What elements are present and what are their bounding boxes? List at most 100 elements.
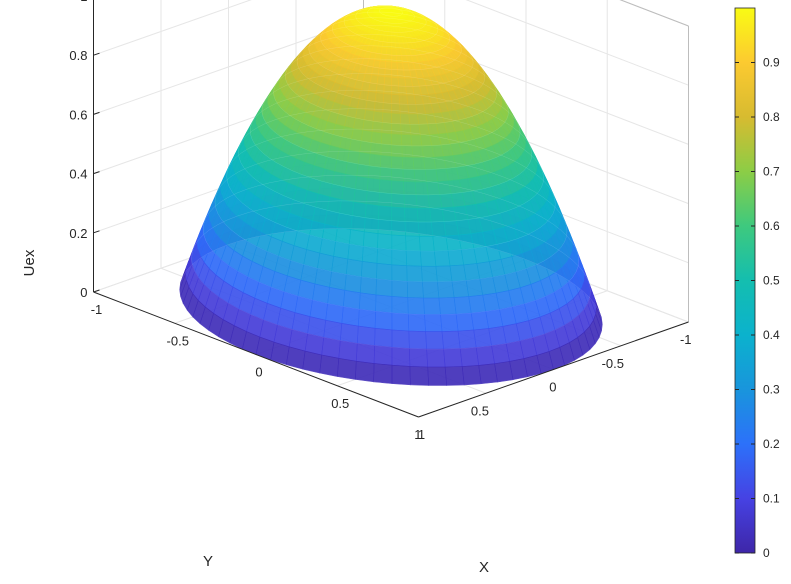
surface-patch [380,132,392,146]
surface-patch [361,246,378,264]
surface-patch [364,203,380,220]
surface-patch [378,60,387,70]
surface-patch [397,77,407,87]
surface-patch [378,192,393,208]
surface-patch [391,122,402,135]
surface-patch [373,101,384,113]
surface-patch [379,53,387,62]
surface-patch [439,193,455,209]
surface-patch [336,357,357,380]
surface-patch [473,328,492,348]
surface-patch [321,337,341,359]
surface-patch [494,361,514,383]
surface-patch [400,134,413,147]
surface-patch [390,26,395,33]
surface-patch [384,68,392,78]
surface-patch [457,329,477,349]
surface-patch [420,134,433,147]
surface-patch [391,234,407,251]
surface-mesh [179,5,603,386]
z-tick-mark [93,111,100,115]
surface-patch [419,250,437,267]
surface-patch [381,111,392,124]
surface-patch [379,166,393,182]
surface-patch [347,243,364,262]
surface-patch [437,281,455,299]
surface-patch [370,131,383,145]
surface-patch [427,194,443,209]
surface-patch [399,103,410,115]
surface-patch [391,167,404,182]
colorbar-tick-label: 0.3 [763,383,780,397]
colorbar-tick-label: 0 [763,546,770,560]
surface-patch [455,312,475,332]
surface-patch [391,206,406,222]
surface-patch [387,31,392,38]
surface-patch [341,186,356,203]
surface-patch [438,297,457,315]
surface-patch [365,190,380,207]
surface-patch [377,67,386,77]
surface-patch [387,26,392,33]
surface-patch [339,323,359,344]
surface-patch [397,69,405,79]
colorbar-tick-label: 0.1 [763,492,780,506]
surface-patch [417,221,434,237]
surface-patch [441,206,457,222]
grid-line [93,0,252,56]
surface-patch [374,92,385,104]
surface-patch [376,247,393,266]
surface-patch [390,61,398,71]
surface-patch [425,331,444,350]
surface-patch [423,156,437,170]
surface-patch [369,74,379,85]
surface-patch [391,193,405,209]
surface-patch [382,102,392,114]
surface-patch [396,55,403,63]
surface-patch [404,207,419,223]
surface-patch [356,98,368,111]
surface-patch [377,233,393,250]
surface-patch [359,140,372,155]
surface-patch [345,161,359,177]
surface-patch [468,294,487,314]
surface-patch [403,181,417,196]
surface-patch [390,54,398,63]
surface-patch [335,226,352,245]
surface-patch [400,123,412,136]
surface-patch [341,306,360,327]
surface-patch [414,181,429,196]
surface-patch [359,276,377,296]
surface-patch [391,144,403,158]
surface-patch [398,94,409,105]
surface-patch [443,348,463,368]
surface-patch [398,85,408,96]
surface-patch [390,48,397,56]
surface-patch [385,54,392,63]
z-tick-mark [93,52,100,56]
z-tick-label: 0.2 [69,226,87,241]
surface-patch [435,265,453,283]
surface-patch [391,156,404,170]
x-tick-label: -1 [91,302,103,317]
surface-patch [339,199,355,216]
surface-patch [427,366,448,386]
surface-patch [447,249,465,267]
surface-patch [362,231,379,249]
surface-patch [445,234,462,251]
surface-patch [377,219,393,236]
surface-patch [391,346,411,367]
surface-patch [429,207,445,223]
surface-patch [391,280,409,298]
colorbar-tick-label: 0.4 [763,328,780,342]
surface-patch [353,117,365,131]
surface-patch [355,107,367,121]
surface-patch [343,173,358,190]
surface-patch [383,84,392,95]
surface-patch [424,314,443,332]
colorbar-tick-label: 0.9 [763,56,780,70]
surface-patch [390,31,396,38]
surface-patch [373,345,393,366]
surface-patch [402,168,416,183]
surface-patch [440,313,459,332]
